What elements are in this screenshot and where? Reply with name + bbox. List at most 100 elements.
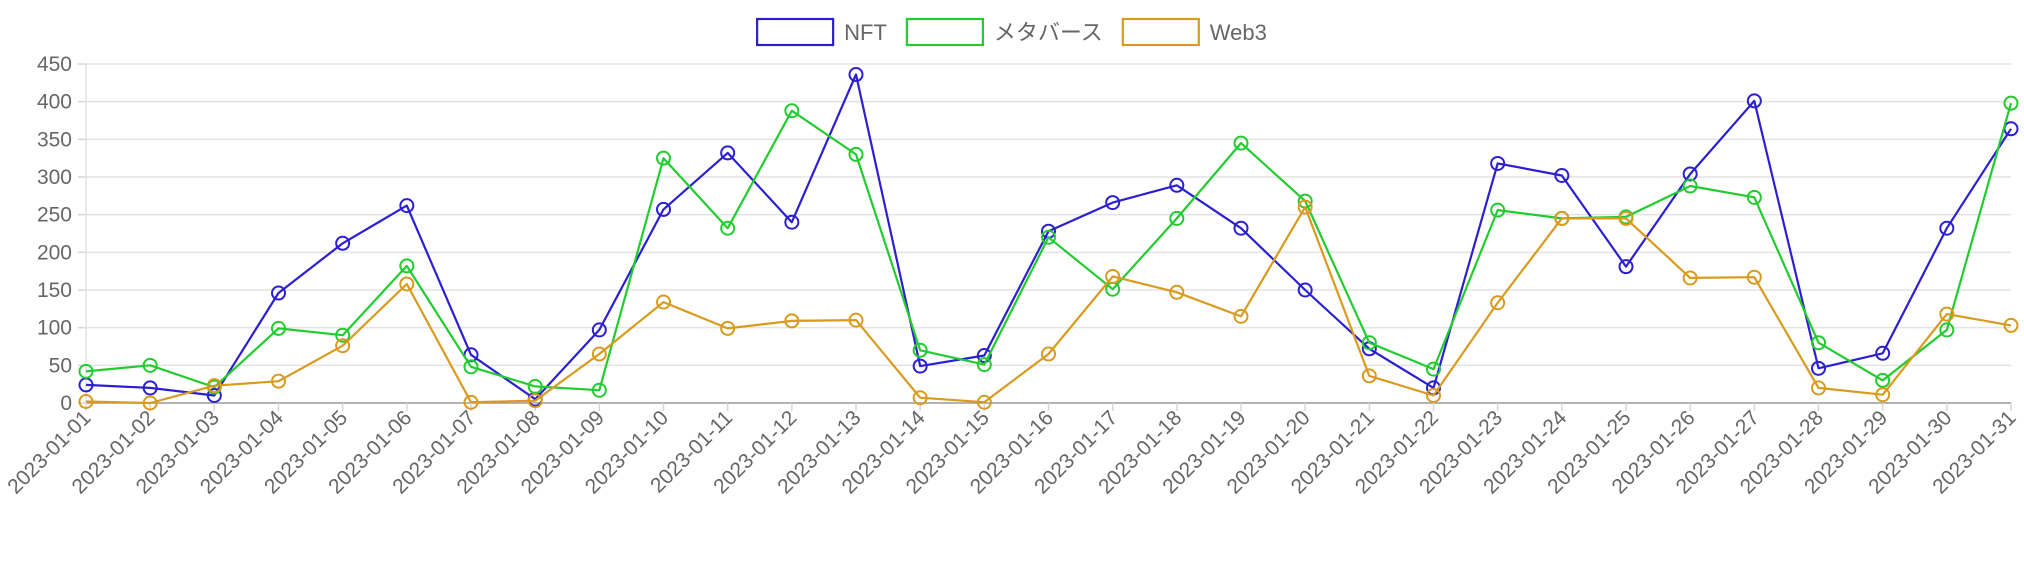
y-tick-label: 450: [37, 53, 72, 76]
series-2-point: [1361, 335, 1377, 351]
y-tick-label: 200: [37, 241, 72, 264]
series-3-point: [848, 312, 864, 328]
series-2-point: [1233, 135, 1249, 151]
series-2-point: [912, 342, 928, 358]
series-3-point: [335, 338, 351, 354]
series-3-point: [656, 294, 671, 310]
y-axis: 0 50 100 150 200 250 300 350 400 450: [37, 53, 72, 415]
series-3-point: [527, 393, 543, 409]
legend-item-2[interactable]: メタバース: [905, 17, 1103, 47]
series-3-point: [399, 276, 415, 292]
series-3-point: [1426, 387, 1441, 403]
series-3-point: [1875, 387, 1891, 403]
series-2-point: [1169, 210, 1185, 226]
series-3-point: [912, 390, 928, 406]
series-2-point: [1746, 189, 1762, 205]
series-3-point: [1746, 269, 1762, 285]
series-1-point: [1939, 220, 1955, 236]
series-1-point: [1490, 155, 1506, 171]
series-1-point: [1105, 195, 1121, 211]
series-3-point: [1233, 308, 1249, 324]
series-1-point: [1297, 282, 1313, 298]
series-2-line: [85, 102, 2013, 392]
series-1-point: [1746, 93, 1762, 109]
series-2-point: [1682, 178, 1698, 194]
series-1-point: [399, 198, 415, 214]
y-tick-label: 50: [49, 354, 72, 377]
series-3-point: [1169, 284, 1185, 300]
series-2-point: [591, 382, 607, 398]
series-2-point: [1939, 322, 1955, 338]
y-tick-label: 100: [37, 317, 72, 340]
y-tick-label: 400: [37, 91, 72, 114]
series-2-point: [1875, 372, 1891, 388]
series-3-point: [1939, 306, 1955, 322]
legend-label: Web3: [1210, 20, 1267, 45]
legend-swatch: [756, 17, 835, 47]
legend-item-1[interactable]: NFT: [756, 17, 887, 47]
series-3-point: [1105, 268, 1121, 284]
series-3-point: [1682, 270, 1698, 286]
legend-label: NFT: [844, 20, 887, 45]
series-2-point: [335, 327, 351, 343]
series-3-point: [1618, 210, 1634, 226]
series-2-point: [399, 258, 415, 274]
series-1-point: [1618, 259, 1634, 275]
series-3-point: [1490, 295, 1506, 311]
series-3-line: [85, 206, 2012, 405]
series-3-point: [142, 395, 158, 411]
y-tick-label: 150: [37, 279, 72, 302]
series-1-point: [720, 145, 736, 161]
series-1-point: [1811, 360, 1826, 376]
series-1-point: [784, 214, 800, 230]
series-2-point: [848, 146, 864, 162]
series-2-point: [1041, 229, 1056, 245]
series-1-point: [142, 380, 158, 396]
series-1-point: [848, 67, 864, 83]
series-2-point: [976, 357, 992, 373]
series-1-point: [656, 201, 671, 217]
series-3-point: [591, 346, 607, 362]
series-2-point: [1490, 202, 1506, 218]
series-3-point: [271, 373, 286, 389]
series-3-point: [1361, 368, 1377, 384]
series-3-point: [720, 320, 736, 336]
x-axis: 2023-01-012023-01-022023-01-032023-01-04…: [3, 406, 2020, 498]
series-2-point: [1426, 361, 1441, 377]
legend-swatch: [905, 17, 984, 47]
series-1-point: [1554, 167, 1570, 183]
legend-item-3[interactable]: Web3: [1121, 17, 1267, 47]
series-2-point: [463, 359, 479, 375]
series-2-point: [784, 103, 800, 119]
series-2-point: [1811, 335, 1826, 351]
series-1-point: [271, 285, 286, 301]
series-1-point: [1169, 177, 1185, 193]
series-3-point: [2003, 317, 2019, 333]
series-3-point: [1297, 199, 1313, 215]
series-3-point: [1554, 210, 1570, 226]
series-2-point: [656, 150, 671, 166]
series-2-point: [271, 320, 286, 336]
series-3-point: [1811, 380, 1826, 396]
legend-label: メタバース: [994, 20, 1103, 45]
series-3-point: [463, 394, 479, 410]
series-3-point: [78, 393, 94, 409]
series-1-point: [335, 235, 351, 251]
y-tick-label: 300: [37, 166, 72, 189]
series-layer: [78, 67, 2019, 411]
series-3-point: [976, 394, 992, 410]
series-1-point: [2003, 121, 2019, 137]
series-1-point: [1875, 345, 1891, 361]
grid: [78, 63, 2012, 411]
series-2-point: [720, 220, 736, 236]
series-3-point: [206, 378, 222, 394]
series-1-point: [912, 358, 928, 374]
y-tick-label: 350: [37, 128, 72, 151]
y-tick-label: 250: [37, 204, 72, 227]
legend: NFT メタバース Web3: [756, 17, 1267, 47]
series-3-point: [1041, 346, 1056, 362]
series-3: [78, 199, 2019, 411]
y-tick-label: 0: [60, 392, 72, 415]
